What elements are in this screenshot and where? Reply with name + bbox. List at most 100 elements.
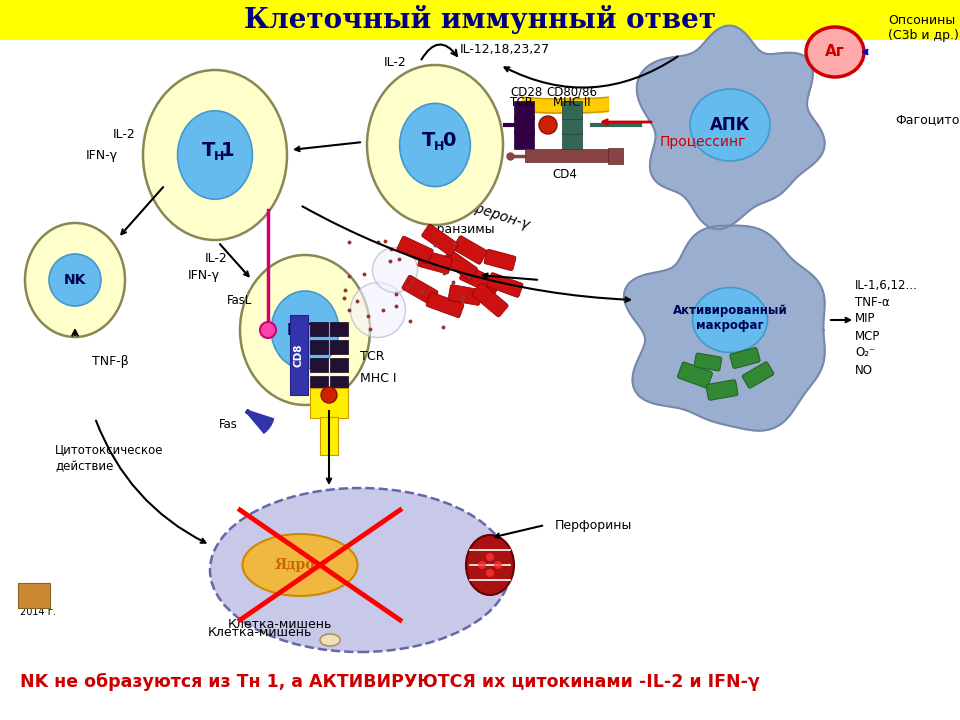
Text: IL-1,6,12...: IL-1,6,12... [855,279,918,292]
Ellipse shape [399,104,470,186]
FancyBboxPatch shape [707,380,738,400]
Text: ЦТЛ: ЦТЛ [286,323,324,338]
Text: Клетка-мишень: Клетка-мишень [207,626,312,639]
Ellipse shape [240,255,370,405]
Text: Фагоцитоз: Фагоцитоз [895,114,960,127]
Bar [310,322,328,336]
Text: 2014 г.: 2014 г. [20,607,56,617]
FancyBboxPatch shape [471,283,508,317]
FancyBboxPatch shape [460,265,500,295]
Text: MIP: MIP [855,312,876,325]
Text: (С3b и др.): (С3b и др.) [888,29,959,42]
Text: Клетка-мишень: Клетка-мишень [228,618,332,631]
Bar [290,315,308,395]
Ellipse shape [320,634,340,646]
Ellipse shape [692,287,767,353]
Text: Процессинг: Процессинг [660,135,747,149]
Text: O₂⁻: O₂⁻ [855,346,876,359]
Ellipse shape [806,27,864,77]
Ellipse shape [243,534,357,596]
Text: H: H [434,140,444,153]
Text: FasL: FasL [227,294,252,307]
Text: МНС II: МНС II [553,96,590,109]
FancyBboxPatch shape [487,273,523,297]
Ellipse shape [143,70,287,240]
Ellipse shape [466,535,514,595]
Bar [330,340,348,354]
Text: Клеточный иммунный ответ: Клеточный иммунный ответ [244,6,716,35]
Text: 1: 1 [221,142,235,161]
Ellipse shape [178,111,252,199]
FancyBboxPatch shape [742,362,774,388]
Bar [562,101,582,119]
FancyBboxPatch shape [484,249,516,271]
FancyBboxPatch shape [426,292,464,318]
Ellipse shape [25,223,125,337]
Text: MHC I: MHC I [360,372,396,384]
Text: Гранзимы: Гранзимы [430,223,495,236]
Bar [330,322,348,336]
Text: IFN-γ: IFN-γ [188,269,220,282]
Bar [514,101,534,119]
Ellipse shape [350,282,405,338]
Text: NK: NK [63,273,86,287]
Text: Активированный
макрофаг: Активированный макрофаг [673,304,787,332]
Bar [562,116,582,134]
Text: Ядро: Ядро [275,558,315,572]
Bar [514,131,534,149]
FancyBboxPatch shape [443,250,477,280]
Text: T: T [203,142,216,161]
Ellipse shape [539,116,557,134]
Bar [310,340,328,354]
Text: TNF-α: TNF-α [855,295,890,308]
FancyBboxPatch shape [402,275,438,305]
Bar [310,358,328,372]
Text: Перфорины: Перфорины [555,518,633,531]
Text: CD8: CD8 [294,343,304,366]
Ellipse shape [690,89,770,161]
Text: 0: 0 [443,132,456,150]
Ellipse shape [260,322,276,338]
Bar [330,358,348,372]
Text: T: T [422,132,436,150]
Text: MCP: MCP [855,330,880,343]
Text: IFN-γ: IFN-γ [85,148,118,161]
Text: IL-2: IL-2 [384,55,406,68]
Text: TCR: TCR [360,351,385,364]
FancyBboxPatch shape [453,235,488,264]
Bar [514,116,534,134]
Text: IL-2: IL-2 [178,214,200,227]
Ellipse shape [49,254,101,306]
Ellipse shape [478,561,486,569]
Bar [525,149,615,162]
Ellipse shape [367,65,503,225]
Ellipse shape [372,248,418,292]
FancyBboxPatch shape [694,353,722,371]
Text: Интерферон-γ: Интерферон-γ [428,187,532,233]
Text: TCR: TCR [510,96,533,109]
Text: АПК: АПК [709,116,750,134]
Polygon shape [624,225,825,431]
Text: CD4: CD4 [553,168,577,181]
Text: Цитотоксическое: Цитотоксическое [55,444,163,456]
Text: TNF-β: TNF-β [92,356,129,369]
Ellipse shape [321,387,337,403]
Text: действие: действие [55,461,113,474]
Bar [18,583,50,608]
FancyBboxPatch shape [730,348,760,369]
Text: IL-2: IL-2 [112,128,135,142]
Ellipse shape [494,561,502,569]
Bar [310,376,328,390]
FancyBboxPatch shape [421,224,458,256]
Polygon shape [636,26,825,229]
Bar [0,0,960,40]
Bar [310,388,348,418]
FancyBboxPatch shape [448,284,482,305]
Ellipse shape [486,569,494,577]
Text: Fas: Fas [219,418,238,431]
Text: IL-12,18,23,27: IL-12,18,23,27 [460,43,550,56]
Bar [330,376,348,390]
Text: NK не образуются из Тн 1, а АКТИВИРУЮТСЯ их цитокинами -IL-2 и IFN-γ: NK не образуются из Тн 1, а АКТИВИРУЮТСЯ… [20,673,759,691]
FancyBboxPatch shape [678,362,712,388]
Text: CD28: CD28 [510,86,542,99]
